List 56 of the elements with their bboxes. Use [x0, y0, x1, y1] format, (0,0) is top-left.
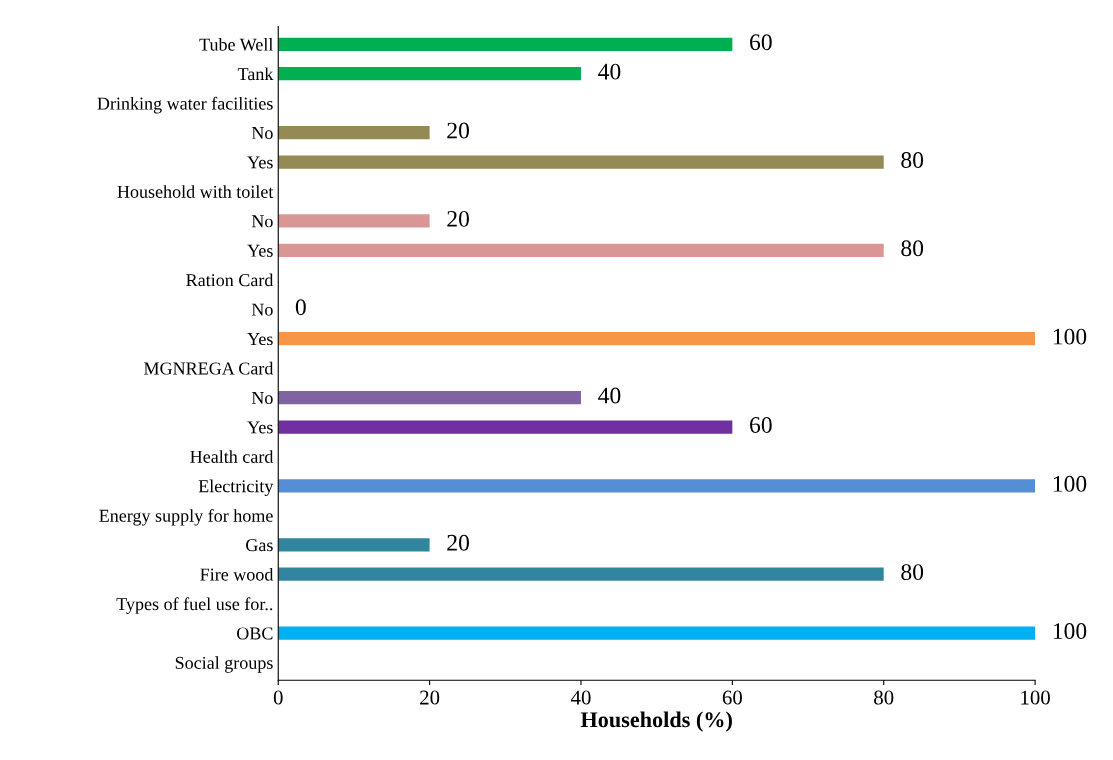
x-tick-label: 60 [722, 690, 742, 705]
x-tick-label: 100 [1021, 690, 1050, 705]
y-tick-label: Energy supply for home [99, 508, 273, 526]
data-label: 0 [295, 299, 306, 316]
x-tick-label: 0 [273, 690, 283, 705]
data-label: 20 [447, 210, 469, 227]
bar [278, 332, 1036, 346]
x-tick-label: 80 [874, 690, 894, 705]
y-tick-label: Household with toilet [117, 185, 274, 198]
x-tick-label: 40 [570, 690, 591, 705]
data-label: 100 [1053, 328, 1087, 345]
y-tick-label: Yes [247, 333, 273, 346]
y-tick-label: Health card [190, 450, 274, 463]
y-tick-label: Gas [246, 539, 273, 552]
y-tick-label: Fire wood [200, 567, 274, 581]
y-tick-label: Yes [247, 244, 273, 257]
x-tick-label: 20 [420, 690, 440, 705]
data-label: 40 [598, 63, 621, 80]
y-tick-label: Tube Well [199, 38, 274, 51]
y-tick-label: No [251, 303, 273, 316]
y-tick-label: Yes [247, 156, 273, 169]
y-tick-label: No [251, 215, 273, 228]
bar [278, 37, 733, 51]
bar [278, 538, 430, 552]
data-label: 20 [447, 534, 469, 551]
bar [278, 390, 581, 405]
bar [278, 479, 1036, 493]
data-label: 40 [598, 387, 621, 404]
bar [278, 567, 884, 581]
bar [278, 67, 581, 81]
y-tick-label: Social groups [175, 656, 273, 673]
data-label: 20 [447, 122, 469, 139]
data-label: 80 [901, 152, 924, 168]
data-label: 80 [901, 564, 924, 581]
y-tick-label: Tank [237, 67, 274, 81]
y-tick-label: Electricity [198, 479, 274, 497]
y-tick-label: Ration Card [186, 273, 274, 287]
bar [278, 243, 884, 257]
data-label: 80 [901, 240, 924, 257]
bar [278, 155, 884, 169]
y-tick-label: Types of fuel use for.. [116, 597, 273, 614]
y-tick-label: Drinking water facilities [97, 96, 273, 114]
bar [278, 420, 733, 434]
bar [278, 214, 430, 228]
data-label: 60 [750, 416, 772, 433]
y-tick-label: No [251, 127, 273, 140]
y-tick-label: MGNREGA Card [144, 361, 274, 375]
bar [278, 125, 430, 140]
y-tick-label: No [251, 392, 273, 404]
x-axis-title: Households (%) [580, 711, 732, 732]
data-label: 60 [750, 34, 772, 51]
y-tick-label: Yes [247, 421, 273, 434]
data-label: 100 [1053, 623, 1087, 639]
y-tick-label: OBC [237, 627, 273, 640]
data-label: 100 [1053, 475, 1087, 492]
bar [278, 626, 1036, 640]
